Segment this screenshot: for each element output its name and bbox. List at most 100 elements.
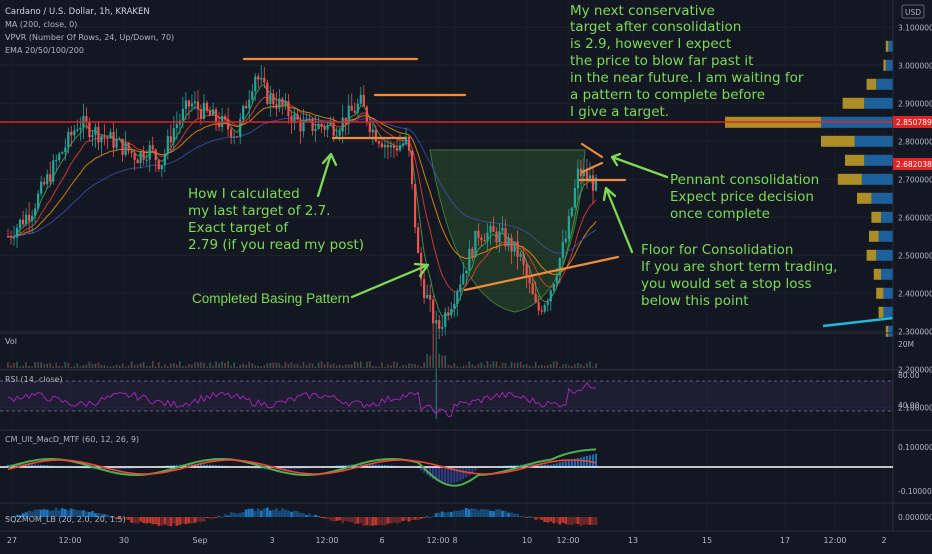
squeeze-bar bbox=[151, 517, 154, 524]
squeeze-bar bbox=[456, 511, 459, 517]
squeeze-bar bbox=[287, 510, 290, 517]
squeeze-bar bbox=[411, 517, 414, 520]
squeeze-bar bbox=[498, 509, 501, 517]
time-axis-tick: 15 bbox=[702, 536, 712, 545]
squeeze-bar bbox=[239, 513, 242, 517]
symbol-title: Cardano / U.S. Dollar, 1h, KRAKEN bbox=[5, 7, 150, 17]
annotation-top-right-line: in the near future. I am waiting for bbox=[570, 70, 804, 86]
annotation-floor-line: you would set a stop loss bbox=[641, 276, 812, 292]
candle bbox=[414, 184, 416, 233]
last-price-tag: 2.682038 bbox=[893, 158, 932, 170]
macd-axis-tick: 0.100000 bbox=[898, 443, 932, 452]
squeeze-bar bbox=[471, 508, 474, 517]
volume-bar bbox=[68, 363, 70, 368]
volume-bar bbox=[312, 364, 314, 368]
time-axis-tick: 30 bbox=[119, 536, 129, 545]
volume-bar bbox=[242, 364, 244, 368]
volume-label[interactable]: Vol bbox=[5, 337, 17, 346]
volume-bar bbox=[221, 361, 223, 368]
price-axis-tick: 2.900000 bbox=[898, 99, 932, 108]
squeeze-bar bbox=[160, 517, 163, 526]
indicator-label-ema[interactable]: EMA 20/50/100/200 bbox=[5, 46, 84, 55]
volume-bar bbox=[230, 366, 232, 368]
time-axis-tick: 12:00 bbox=[426, 536, 449, 545]
squeeze-bar bbox=[350, 517, 353, 522]
volume-bar bbox=[25, 362, 27, 368]
volume-bar bbox=[58, 366, 60, 368]
squeeze-label[interactable]: SQZMOM_LB (20, 2.0, 20, 1.5) bbox=[5, 515, 126, 524]
squeeze-bar bbox=[296, 511, 299, 517]
volume-bar bbox=[369, 361, 371, 368]
squeeze-bar bbox=[365, 517, 368, 525]
annotation-floor-line: If you are short term trading, bbox=[641, 259, 837, 275]
squeeze-bar bbox=[426, 516, 429, 517]
volume-bar bbox=[86, 364, 88, 368]
volume-bar bbox=[300, 366, 302, 368]
squeeze-bar bbox=[332, 517, 335, 522]
volume-bar bbox=[224, 363, 226, 368]
volume-bar bbox=[481, 363, 483, 368]
indicator-label-ma[interactable]: MA (200, close, 0) bbox=[5, 20, 77, 29]
volume-bar bbox=[194, 362, 196, 368]
volume-bar bbox=[532, 366, 534, 368]
rsi-label[interactable]: RSI (14, close) bbox=[5, 375, 63, 384]
volume-bar bbox=[417, 365, 419, 368]
volume-bar bbox=[342, 366, 344, 368]
vpvr-bar bbox=[886, 41, 893, 52]
volume-bar bbox=[152, 361, 154, 368]
volume-bar bbox=[327, 362, 329, 368]
annotation-floor-line: Floor for Consolidation bbox=[641, 242, 793, 258]
squeeze-bar bbox=[564, 517, 567, 524]
vpvr-bar bbox=[838, 174, 893, 185]
volume-bar bbox=[514, 363, 516, 368]
squeeze-bar bbox=[583, 517, 586, 525]
volume-bar bbox=[466, 365, 468, 368]
macd-label[interactable]: CM_Ult_MacD_MTF (60, 12, 26, 9) bbox=[5, 435, 139, 444]
time-axis-tick: 12:00 bbox=[315, 536, 338, 545]
volume-bar bbox=[393, 361, 395, 368]
squeeze-bar bbox=[299, 513, 302, 517]
volume-bar bbox=[251, 364, 253, 368]
squeeze-bar bbox=[263, 509, 266, 517]
volume-bar bbox=[375, 366, 377, 368]
squeeze-bar bbox=[272, 510, 275, 517]
volume-bar bbox=[535, 362, 537, 368]
volume-bar bbox=[526, 364, 528, 368]
time-axis-tick: 27 bbox=[7, 536, 17, 545]
volume-bar bbox=[236, 367, 238, 368]
volume-bar bbox=[270, 363, 272, 368]
squeeze-axis-tick: 0.000000 bbox=[898, 513, 932, 522]
candle bbox=[474, 231, 476, 258]
indicator-label-vpvr[interactable]: VPVR (Number Of Rows, 24, Up/Down, 70) bbox=[5, 33, 174, 42]
volume-bar bbox=[399, 366, 401, 368]
squeeze-bar bbox=[384, 517, 387, 526]
volume-bar bbox=[499, 366, 501, 368]
volume-bar bbox=[303, 362, 305, 368]
price-axis-tick: 3.000000 bbox=[898, 61, 932, 70]
squeeze-bar bbox=[501, 511, 504, 517]
squeeze-bar bbox=[405, 517, 408, 520]
squeeze-bar bbox=[266, 508, 269, 517]
volume-bar bbox=[19, 366, 21, 368]
squeeze-bar bbox=[381, 517, 384, 525]
volume-bar bbox=[149, 366, 151, 368]
volume-bar bbox=[556, 361, 558, 368]
squeeze-bar bbox=[513, 513, 516, 517]
volume-bar bbox=[372, 366, 374, 368]
volume-bar bbox=[227, 361, 229, 368]
squeeze-bar bbox=[489, 511, 492, 517]
currency-label: USD bbox=[905, 8, 921, 17]
volume-bar bbox=[508, 367, 510, 368]
squeeze-bar bbox=[580, 517, 583, 526]
squeeze-bar bbox=[534, 517, 537, 520]
last-price-label: 2.682038 bbox=[896, 160, 932, 169]
macd-bar bbox=[592, 454, 594, 467]
currency-button[interactable]: USD bbox=[902, 5, 924, 18]
volume-bar bbox=[80, 366, 82, 368]
volume-bar bbox=[140, 363, 142, 368]
macd-bar bbox=[447, 467, 449, 484]
volume-bar bbox=[34, 362, 36, 368]
squeeze-bar bbox=[531, 517, 534, 518]
volume-bar bbox=[541, 365, 543, 368]
volume-bar bbox=[137, 365, 139, 368]
